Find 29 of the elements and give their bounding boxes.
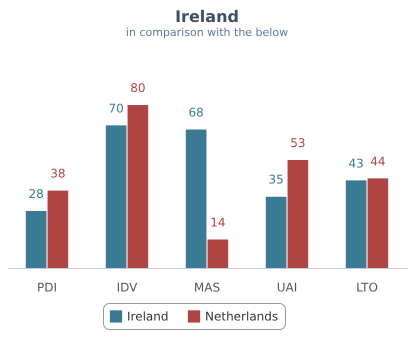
bar (186, 129, 206, 268)
chart-title: Ireland (175, 7, 239, 26)
x-tick-label: IDV (116, 280, 138, 294)
x-tick-label: UAI (276, 280, 298, 294)
data-label: 35 (268, 172, 284, 187)
data-label: 14 (210, 215, 226, 230)
legend-label: Ireland (127, 309, 169, 324)
bar (368, 178, 388, 268)
bar (266, 196, 286, 268)
bar (346, 180, 366, 268)
bar (106, 125, 126, 268)
bar (128, 105, 148, 268)
bar (48, 190, 68, 268)
data-label: 44 (370, 154, 386, 168)
data-label: 68 (188, 105, 204, 120)
chart-subtitle: in comparison with the below (126, 26, 288, 39)
bar (288, 160, 308, 268)
x-tick-label: PDI (36, 280, 58, 294)
data-label: 28 (28, 186, 44, 201)
legend-label: Netherlands (205, 309, 278, 324)
data-label: 43 (348, 156, 364, 170)
data-label: 53 (290, 136, 306, 150)
data-label: 70 (108, 101, 124, 116)
x-tick-label: MAS (194, 280, 220, 294)
bar (208, 239, 228, 268)
bar (26, 210, 46, 268)
data-label: 38 (50, 166, 66, 181)
x-tick-label: LTO (356, 280, 378, 294)
data-label: 80 (130, 81, 146, 95)
